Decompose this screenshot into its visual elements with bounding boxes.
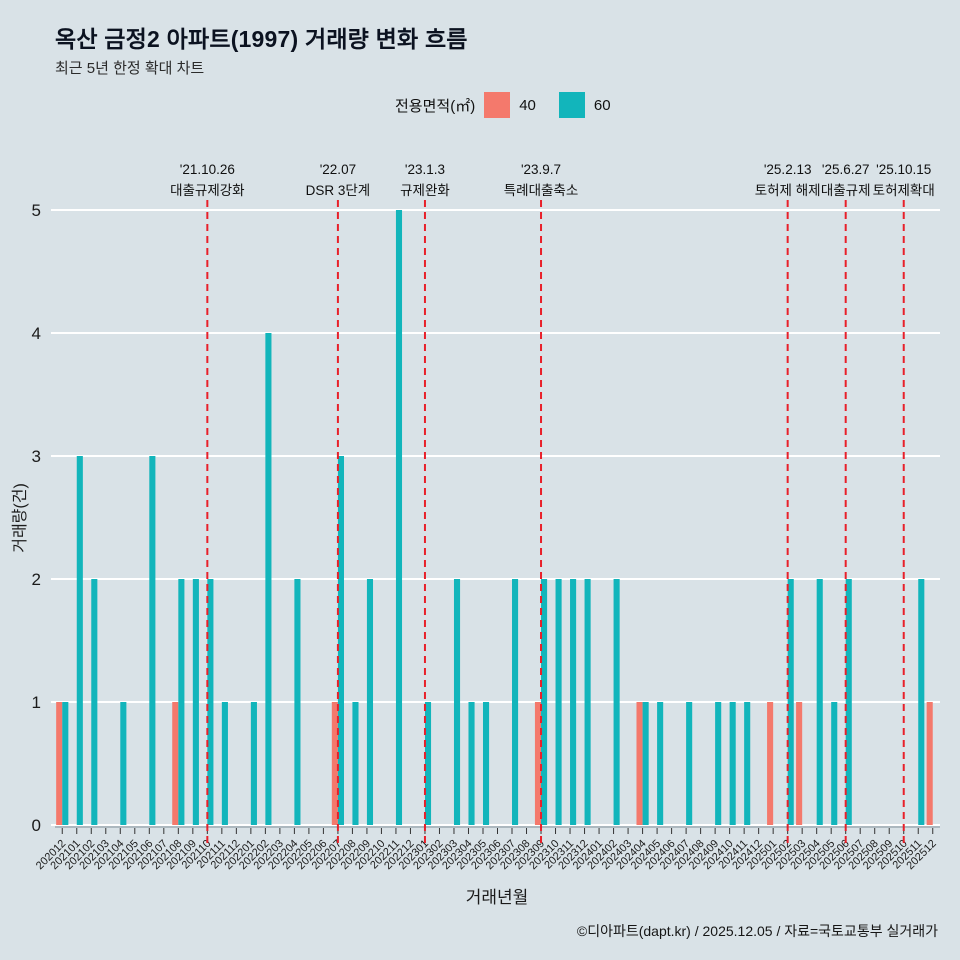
event-label: 규제완화	[400, 183, 450, 198]
bar-40-202309	[534, 702, 542, 825]
bar-60-202108	[178, 579, 185, 825]
bar-60-202310	[555, 579, 562, 825]
bar-60-202502	[787, 579, 794, 825]
bar-60-202506	[845, 579, 852, 825]
bar-60-202311	[570, 579, 577, 825]
bar-60-202104	[120, 702, 127, 825]
event-label: 대출규제	[821, 183, 871, 198]
bar-60-202407	[686, 702, 693, 825]
y-tick-label: 5	[32, 201, 41, 220]
y-tick-label: 1	[32, 693, 41, 712]
legend-title: 전용면적(㎡)	[395, 97, 476, 115]
bar-60-202410	[729, 702, 736, 825]
bar-60-202404	[642, 702, 649, 825]
y-axis-label: 거래량(건)	[11, 483, 29, 553]
legend-swatch-60	[558, 92, 585, 118]
legend-label-40: 40	[519, 96, 536, 114]
bar-60-202106	[149, 456, 156, 825]
legend-label-60: 60	[593, 96, 611, 114]
bar-60-202301	[424, 702, 432, 825]
event-date: '25.10.15	[876, 162, 931, 177]
bar-40-202503	[796, 702, 803, 825]
bar-60-202109	[192, 579, 199, 825]
legend: 전용면적(㎡) 40 60	[395, 92, 611, 118]
bar-60-202209	[366, 579, 374, 825]
bar-60-202110	[207, 579, 214, 825]
bar-60-202101	[76, 456, 83, 825]
bar-40-202501	[767, 702, 774, 825]
event-label: 토허제 해제	[755, 183, 821, 198]
event-date: '23.1.3	[405, 162, 445, 177]
bar-60-202304	[468, 702, 475, 825]
x-axis-label: 거래년월	[466, 888, 529, 907]
bar-60-202307	[512, 579, 519, 825]
bar-60-202303	[453, 579, 461, 825]
page-title: 옥산 금정2 아파트(1997) 거래량 변화 흐름	[55, 26, 468, 52]
bar-40-202108	[172, 702, 179, 825]
bar-60-202402	[613, 579, 620, 825]
footer-credit: ©디아파트(dapt.kr) / 2025.12.05 / 자료=국토교통부 실…	[576, 923, 938, 939]
bar-40-202404	[636, 702, 643, 825]
y-tick-label: 0	[32, 816, 41, 835]
bar-60-202201	[250, 702, 257, 825]
event-label: 특례대출축소	[504, 183, 579, 198]
page-subtitle: 최근 5년 한정 확대 차트	[55, 60, 205, 77]
bar-60-202405	[657, 702, 664, 825]
bar-60-202202	[265, 333, 272, 825]
event-date: '25.2.13	[764, 162, 812, 177]
bar-60-202309	[541, 579, 548, 825]
event-label: DSR 3단계	[306, 183, 371, 198]
bar-60-202111	[221, 702, 228, 825]
y-tick-label: 3	[32, 447, 41, 466]
bar-60-202305	[482, 702, 490, 825]
bar-60-202102	[91, 579, 98, 825]
bar-60-202211	[395, 210, 403, 825]
bar-60-202312	[584, 579, 591, 825]
bar-40-202512	[926, 702, 933, 825]
event-date: '23.9.7	[521, 162, 561, 177]
bar-60-202207	[337, 456, 345, 825]
event-label: 대출규제강화	[170, 183, 245, 198]
bar-60-202411	[744, 702, 751, 825]
bar-60-202505	[831, 702, 838, 825]
bar-60-202208	[352, 702, 359, 825]
bar-60-202511	[918, 579, 925, 825]
y-tick-label: 2	[32, 570, 41, 589]
bar-40-202012	[56, 702, 63, 825]
bar-60-202204	[294, 579, 301, 825]
bar-60-202504	[816, 579, 823, 825]
bar-chart: 0123452020122021012021022021032021042021…	[11, 162, 940, 907]
bar-60-202409	[715, 702, 722, 825]
event-date: '25.6.27	[822, 162, 870, 177]
bar-40-202207	[331, 702, 338, 825]
event-date: '21.10.26	[180, 162, 235, 177]
bar-60-202012	[62, 702, 69, 825]
event-date: '22.07	[320, 162, 356, 177]
event-label: 토허제확대	[873, 183, 935, 198]
y-tick-label: 4	[32, 324, 41, 343]
legend-swatch-40	[484, 92, 511, 118]
